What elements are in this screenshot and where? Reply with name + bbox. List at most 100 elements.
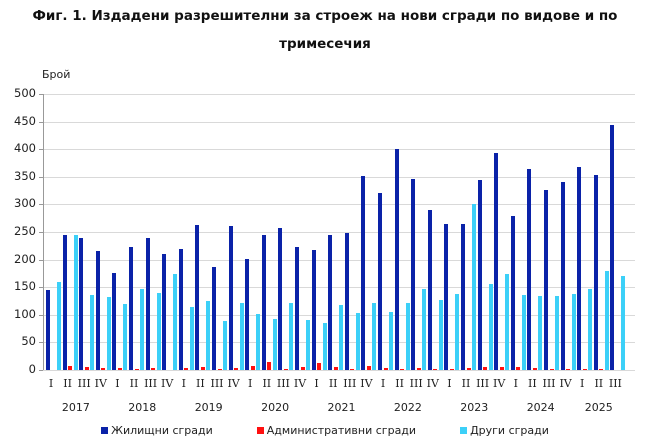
bar-adm — [400, 369, 405, 370]
y-tick-label: 500 — [14, 86, 36, 100]
x-quarter-label: III — [77, 377, 91, 390]
bar-oth — [555, 296, 559, 370]
x-quarter-label: I — [48, 377, 54, 390]
bar-oth — [339, 304, 344, 370]
bar-res — [427, 209, 432, 370]
x-quarter-label: II — [262, 377, 272, 390]
bar-adm — [84, 367, 89, 370]
bar-oth — [521, 295, 526, 370]
bar-res — [593, 175, 598, 370]
x-quarter-label: IV — [94, 377, 107, 390]
legend-swatch-icon — [460, 427, 468, 434]
y-tick-mark — [39, 149, 43, 150]
gridline — [43, 287, 635, 288]
x-quarter-label: III — [476, 377, 490, 390]
bar-res — [195, 224, 200, 370]
bar-oth — [256, 314, 261, 370]
legend-item-administrative: Административни сгради — [256, 424, 417, 437]
bar-oth — [604, 270, 609, 370]
x-quarter-label: I — [380, 377, 386, 390]
legend-label: Други сгради — [470, 424, 549, 437]
x-quarter-label: III — [343, 377, 357, 390]
legend-item-other: Други сгради — [460, 424, 549, 437]
bar-adm — [582, 369, 587, 370]
bar-adm — [68, 366, 73, 370]
bar-oth — [57, 282, 61, 370]
x-quarter-label: II — [328, 377, 338, 390]
gridline — [43, 342, 635, 343]
chart-title-line1: Фиг. 1. Издадени разрешителни за строеж … — [32, 8, 618, 24]
x-quarter-label: IV — [360, 377, 373, 390]
bar-res — [494, 153, 499, 370]
x-quarter-label: II — [594, 377, 604, 390]
y-tick-label: 450 — [14, 114, 36, 128]
bar-res — [527, 168, 532, 370]
gridline — [43, 122, 635, 123]
bar-res — [145, 237, 150, 370]
bar-res — [394, 149, 399, 370]
bar-oth — [538, 296, 543, 370]
y-tick-label: 100 — [14, 307, 36, 321]
x-quarter-label: IV — [293, 377, 307, 390]
bar-oth — [223, 321, 227, 370]
x-quarter-label: I — [447, 377, 452, 390]
x-quarter-label: II — [63, 377, 72, 390]
bar-adm — [599, 368, 604, 370]
bar-res — [129, 246, 133, 370]
legend-label: Административни сгради — [266, 424, 417, 437]
bar-res — [261, 234, 266, 370]
y-axis — [43, 94, 44, 371]
bar-adm — [283, 369, 288, 370]
bar-res — [162, 254, 167, 370]
y-tick-mark — [39, 342, 43, 343]
x-quarter-label: I — [248, 377, 253, 390]
legend-item-residential: Жилищни сгради — [101, 424, 213, 437]
x-quarter-label: II — [129, 377, 139, 390]
bar-res — [577, 166, 582, 370]
bar-res — [378, 192, 382, 370]
bar-adm — [566, 369, 571, 370]
gridline — [43, 149, 635, 150]
bar-oth — [289, 303, 294, 370]
y-tick-label: 350 — [14, 169, 36, 183]
x-quarter-label: I — [314, 377, 319, 390]
bar-adm — [217, 369, 222, 370]
bar-oth — [156, 292, 161, 370]
bar-oth — [272, 318, 277, 370]
bar-adm — [449, 369, 454, 370]
bar-res — [411, 179, 416, 370]
bar-res — [361, 175, 366, 370]
bar-oth — [306, 319, 310, 370]
legend-swatch-icon — [256, 427, 264, 434]
x-quarter-label: I — [115, 377, 120, 390]
x-quarter-label: III — [409, 377, 423, 390]
legend: Жилищни сгради Административни сгради Др… — [0, 424, 650, 437]
bar-oth — [621, 275, 626, 370]
x-axis — [43, 370, 635, 371]
bar-oth — [438, 299, 443, 370]
x-quarter-label: IV — [493, 377, 506, 390]
bar-adm — [532, 368, 537, 370]
bar-oth — [173, 273, 178, 370]
bar-adm — [234, 367, 239, 370]
bar-adm — [317, 363, 322, 370]
bar-oth — [239, 302, 244, 370]
bar-oth — [422, 289, 427, 370]
bar-res — [62, 234, 67, 370]
bar-adm — [333, 366, 338, 370]
x-year-label: 2017 — [61, 401, 90, 414]
bar-oth — [571, 293, 576, 370]
bar-res — [112, 272, 117, 370]
bar-res — [178, 248, 183, 370]
x-quarter-label: II — [196, 377, 205, 390]
bar-adm — [366, 366, 371, 370]
gridline — [43, 260, 635, 261]
x-year-label: 2021 — [327, 401, 356, 414]
bar-oth — [372, 302, 377, 370]
y-tick-mark — [39, 260, 43, 261]
legend-swatch-icon — [101, 427, 109, 434]
x-year-label: 2024 — [526, 401, 555, 414]
x-year-label: 2019 — [194, 401, 223, 414]
x-quarter-label: III — [210, 377, 224, 390]
bar-oth — [73, 235, 78, 370]
